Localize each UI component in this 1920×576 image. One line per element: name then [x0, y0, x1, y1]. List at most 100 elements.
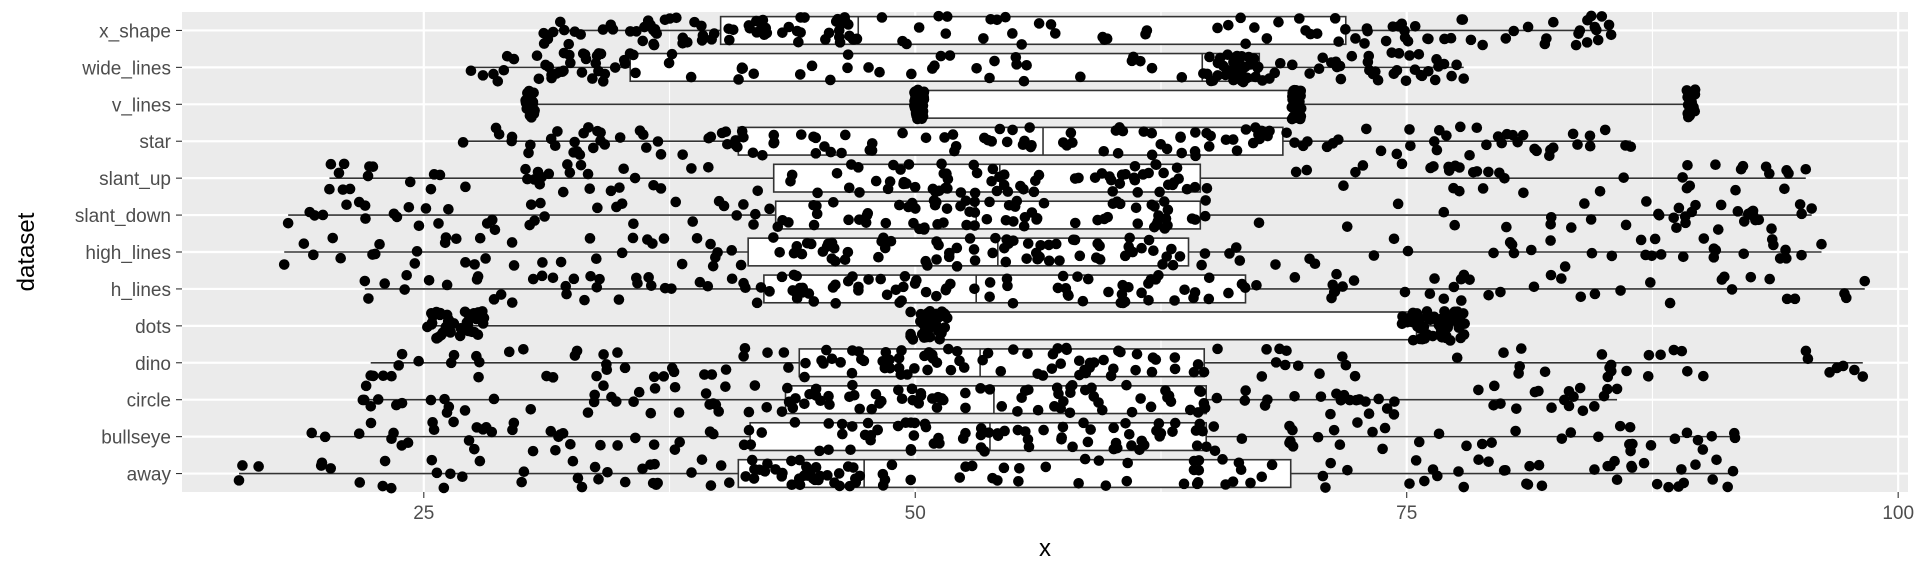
data-point: [1049, 28, 1061, 39]
data-point: [908, 217, 919, 229]
data-point: [598, 349, 609, 360]
data-point: [1333, 36, 1344, 47]
data-point: [1057, 421, 1069, 433]
data-point: [1056, 432, 1068, 443]
data-point: [354, 477, 366, 488]
data-point: [471, 313, 482, 325]
data-point: [1545, 211, 1557, 223]
data-point: [971, 62, 982, 74]
data-point: [1533, 459, 1545, 471]
data-point: [1143, 234, 1155, 246]
data-point: [738, 132, 749, 143]
data-point: [850, 473, 861, 484]
data-point: [1190, 127, 1201, 138]
data-point: [591, 370, 602, 382]
data-point: [1105, 370, 1117, 382]
data-point: [894, 199, 905, 211]
data-point: [1453, 322, 1465, 334]
points-star: [457, 121, 1637, 162]
data-point: [1427, 330, 1439, 342]
data-point: [1335, 73, 1347, 85]
data-point: [931, 290, 942, 302]
data-point: [1396, 18, 1408, 30]
data-point: [677, 37, 688, 49]
data-point: [589, 389, 600, 401]
data-point: [879, 474, 891, 486]
data-point: [824, 399, 835, 410]
data-point: [591, 253, 602, 265]
data-point: [743, 20, 755, 31]
data-point: [1169, 363, 1181, 375]
data-point: [1169, 352, 1181, 363]
data-point: [522, 173, 533, 185]
data-point: [379, 455, 391, 467]
data-point: [1289, 390, 1300, 402]
data-point: [1337, 351, 1348, 362]
data-point: [1410, 455, 1422, 466]
data-point: [393, 360, 404, 371]
data-point: [580, 53, 592, 65]
data-point: [1816, 238, 1827, 250]
data-point: [941, 312, 953, 324]
data-point: [614, 132, 626, 143]
data-point: [359, 200, 371, 211]
x-tick-label: 50: [905, 503, 926, 524]
data-point: [358, 394, 370, 406]
data-point: [601, 364, 613, 376]
data-point: [1301, 164, 1313, 176]
data-point: [752, 185, 764, 197]
box-body: [922, 311, 1418, 341]
data-point: [899, 271, 911, 282]
data-point: [768, 129, 780, 141]
data-point: [1067, 441, 1078, 453]
data-point: [428, 424, 440, 436]
data-point: [757, 149, 768, 161]
data-point: [1145, 401, 1157, 413]
data-point: [705, 480, 717, 491]
data-point: [1304, 68, 1315, 79]
data-point: [584, 233, 596, 244]
data-point: [362, 170, 374, 182]
data-point: [1167, 259, 1179, 271]
data-point: [1458, 481, 1470, 493]
data-point: [1286, 59, 1298, 71]
data-point: [833, 468, 845, 479]
data-point: [1054, 255, 1065, 266]
data-point: [1645, 277, 1656, 288]
data-point: [374, 238, 385, 250]
data-point: [1203, 272, 1215, 284]
data-point: [1032, 253, 1043, 265]
data-point: [1688, 101, 1699, 113]
data-point: [823, 390, 834, 402]
data-point: [335, 252, 346, 264]
data-point: [1012, 406, 1023, 417]
data-point: [413, 355, 424, 367]
data-point: [630, 432, 641, 444]
data-point: [539, 211, 550, 222]
data-point: [703, 161, 714, 173]
data-point: [811, 208, 823, 220]
data-point: [1414, 314, 1425, 325]
data-point: [474, 232, 486, 244]
data-point: [1516, 343, 1527, 354]
data-point: [647, 238, 658, 249]
data-point: [1521, 478, 1532, 490]
data-point: [1130, 364, 1141, 376]
data-point: [696, 454, 708, 465]
data-point: [658, 233, 670, 244]
data-point: [545, 425, 557, 437]
data-point: [1673, 481, 1684, 492]
data-point: [960, 387, 971, 399]
data-point: [1236, 433, 1248, 445]
data-point: [935, 50, 947, 62]
data-point: [1585, 10, 1597, 22]
data-point: [754, 464, 765, 476]
data-point: [942, 183, 953, 194]
data-point: [425, 394, 437, 406]
data-point: [1167, 426, 1178, 437]
data-point: [1620, 140, 1631, 151]
data-point: [968, 159, 980, 171]
data-point: [1373, 393, 1384, 405]
data-point: [1148, 245, 1159, 257]
data-point: [991, 14, 1003, 26]
